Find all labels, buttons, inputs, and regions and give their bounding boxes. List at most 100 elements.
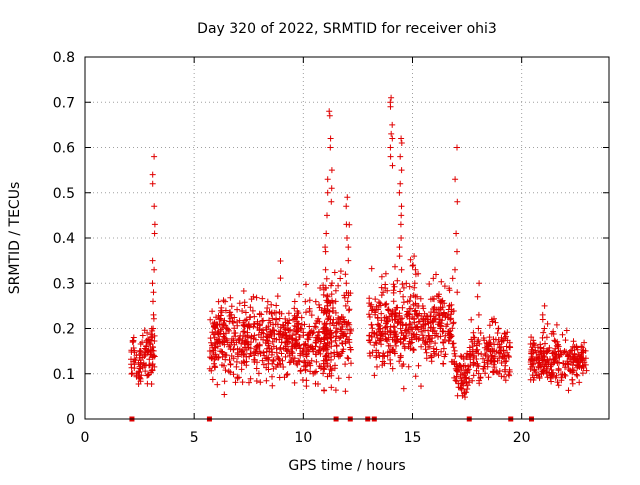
data-point <box>146 340 153 347</box>
data-point <box>400 293 407 300</box>
data-point <box>539 316 546 323</box>
data-point <box>253 378 260 384</box>
data-point <box>578 343 585 350</box>
data-point <box>415 336 422 343</box>
data-point <box>454 392 461 399</box>
data-point <box>563 327 570 334</box>
data-point <box>484 363 491 370</box>
data-point <box>368 265 375 272</box>
data-point <box>428 354 435 360</box>
data-point <box>432 309 438 316</box>
data-point <box>345 244 352 251</box>
data-point <box>327 332 334 338</box>
data-point <box>456 362 463 369</box>
data-point <box>269 315 276 322</box>
data-point <box>254 359 260 366</box>
data-point <box>230 319 237 326</box>
data-point <box>136 374 143 381</box>
data-point <box>241 344 248 351</box>
data-point <box>449 340 456 347</box>
data-point <box>264 298 271 305</box>
data-point <box>288 348 295 355</box>
data-point <box>328 384 335 391</box>
data-point <box>230 346 237 353</box>
data-point <box>260 317 267 324</box>
data-point <box>501 330 508 337</box>
data-point <box>344 354 351 361</box>
data-point <box>366 350 373 357</box>
data-point <box>492 319 499 326</box>
data-point <box>270 365 277 372</box>
data-point <box>129 370 136 377</box>
data-point <box>149 257 156 264</box>
data-point <box>536 375 543 382</box>
data-point <box>384 287 391 294</box>
data-point <box>531 366 538 373</box>
data-point <box>559 331 566 338</box>
data-point <box>304 350 310 357</box>
data-point <box>442 332 449 339</box>
data-point <box>433 271 439 278</box>
data-point <box>453 373 460 380</box>
data-point <box>547 356 553 362</box>
data-point <box>540 329 547 336</box>
data-point <box>330 305 336 311</box>
data-point <box>328 291 335 298</box>
data-point <box>480 355 486 362</box>
data-point <box>133 373 140 380</box>
data-point <box>485 353 492 360</box>
data-point <box>312 380 319 387</box>
data-point <box>543 334 550 341</box>
data-point <box>277 258 284 264</box>
data-point <box>435 352 442 359</box>
axis-ticks: 0 5 10 15 20 0 0.1 0.2 0.3 0.4 0.5 0.6 0.7 0.8 <box>53 50 609 446</box>
data-point <box>473 356 480 362</box>
data-point <box>390 287 397 294</box>
data-point <box>220 331 227 337</box>
data-point <box>382 320 389 327</box>
data-point <box>398 135 405 142</box>
data-point <box>342 302 349 309</box>
data-point <box>263 348 270 355</box>
data-point <box>421 310 428 317</box>
data-point <box>581 339 588 346</box>
data-point <box>273 302 280 309</box>
data-point <box>257 379 264 386</box>
data-point <box>282 346 289 352</box>
data-point <box>389 365 396 372</box>
data-point <box>501 373 508 380</box>
data-point <box>221 362 227 369</box>
data-point <box>328 372 335 379</box>
data-points <box>128 94 590 422</box>
data-point <box>306 297 313 304</box>
data-point <box>412 293 419 300</box>
data-point <box>553 321 560 328</box>
data-point <box>302 298 309 305</box>
data-point <box>317 285 324 291</box>
data-point <box>377 325 384 332</box>
data-point <box>391 350 398 357</box>
data-point <box>220 320 227 326</box>
data-point <box>547 374 554 381</box>
data-point <box>573 371 580 378</box>
data-point <box>335 375 342 382</box>
data-point <box>399 304 406 311</box>
data-point <box>405 310 412 317</box>
data-point <box>211 360 217 367</box>
data-point <box>130 334 137 341</box>
data-point <box>432 315 439 322</box>
data-point <box>216 321 223 328</box>
data-point <box>406 297 413 304</box>
y-tick-label: 0.2 <box>53 322 75 338</box>
data-point <box>304 332 311 339</box>
data-point <box>412 271 419 278</box>
x-tick-label: 20 <box>513 430 531 446</box>
data-point <box>322 248 329 255</box>
data-point <box>247 345 254 352</box>
data-point <box>322 324 329 331</box>
data-point <box>228 311 235 318</box>
data-point <box>131 365 138 372</box>
data-point <box>387 103 394 110</box>
data-point <box>303 309 309 316</box>
